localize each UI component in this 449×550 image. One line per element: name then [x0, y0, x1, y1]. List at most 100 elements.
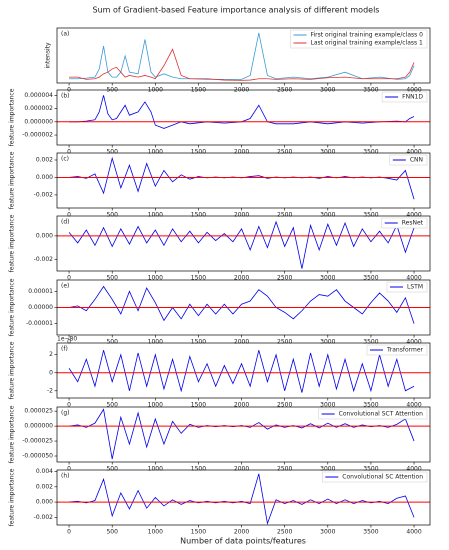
x-tick-label: 500 [106, 149, 118, 156]
x-tick-label: 1500 [191, 212, 206, 219]
panel-label: (g) [61, 410, 70, 417]
x-tick-label: 3500 [363, 149, 378, 156]
axes-frame [56, 215, 431, 272]
x-tick-label: 2500 [277, 339, 292, 346]
plot-area [69, 32, 415, 81]
x-tick-label: 1500 [191, 402, 206, 409]
y-tick-label: 0.000 [36, 232, 53, 239]
figure-title: Sum of Gradient-based Feature importance… [93, 6, 380, 15]
plot-area [57, 220, 430, 269]
y-axis-label: feature importance [9, 341, 16, 399]
y-tick-label: -0.002 [34, 514, 54, 521]
y-tick-label: 0.00001 [28, 288, 53, 295]
y-tick-label: -0.002 [34, 191, 54, 198]
y-axis-label: feature importance [9, 151, 16, 209]
x-tick-label: 1000 [148, 529, 163, 536]
plot-area [57, 408, 430, 460]
x-tick-label: 0 [67, 212, 71, 219]
legend-label: Convolutional SC Attention [342, 474, 423, 481]
data-line [68, 220, 415, 269]
legend-box [389, 154, 428, 166]
x-tick-label: 3500 [363, 402, 378, 409]
y-tick-label: 0.000000 [24, 423, 53, 430]
y-axis-label: feature importance [9, 405, 16, 463]
legend-box [381, 217, 428, 229]
x-tick-label: 2000 [234, 402, 249, 409]
x-tick-label: 2500 [277, 275, 292, 282]
plot-area [57, 350, 430, 393]
legend-box [322, 471, 428, 483]
data-line [69, 48, 415, 81]
y-tick-label: 0.000025 [24, 408, 53, 415]
x-tick-label: 4000 [406, 466, 421, 473]
x-tick-label: 4000 [406, 402, 421, 409]
x-tick-label: 4000 [406, 529, 421, 536]
x-tick-label: 3000 [320, 149, 335, 156]
x-tick-label: 1000 [148, 466, 163, 473]
y-axis-label: feature importance [9, 278, 16, 336]
legend: FNN1D [381, 91, 428, 103]
x-tick-label: 2500 [277, 402, 292, 409]
axes-frame [56, 342, 431, 399]
legend: LSTM [386, 281, 428, 293]
x-tick-label: 0 [67, 466, 71, 473]
y-axis-label: feature importance [9, 88, 16, 146]
x-tick-label: 3000 [320, 212, 335, 219]
legend: Convolutional SC Attention [322, 471, 428, 483]
legend-label: FNN1D [402, 94, 423, 101]
legend-label: CNN [410, 157, 423, 164]
legend-label: First original training example/class 0 [311, 32, 424, 39]
x-tick-label: 4000 [406, 339, 421, 346]
y-axis-label: feature importance [9, 468, 16, 526]
x-tick-label: 2000 [234, 275, 249, 282]
x-tick-label: 2500 [277, 466, 292, 473]
x-tick-label: 1000 [148, 149, 163, 156]
y-tick-label: 0.002 [36, 483, 53, 490]
x-tick-label: 3000 [320, 339, 335, 346]
x-tick-label: 3500 [363, 466, 378, 473]
legend: Convolutional SCT Attention [318, 408, 428, 420]
panel-label: (f) [61, 346, 68, 353]
x-tick-label: 500 [106, 466, 118, 473]
legend: First original training example/class 0L… [290, 29, 428, 49]
y-tick-label: 0.000002 [24, 105, 53, 112]
y-tick-label: -0.00001 [26, 320, 53, 327]
x-tick-label: 0 [67, 529, 71, 536]
y-tick-label: 0 [49, 369, 53, 376]
x-tick-label: 4000 [406, 149, 421, 156]
legend-label: LSTM [407, 284, 423, 291]
panel-label: (c) [61, 156, 69, 163]
panel-label: (e) [61, 283, 69, 290]
axes-frame [56, 279, 431, 336]
y-tick-label: 0.000004 [24, 92, 53, 99]
x-tick-label: 500 [106, 402, 118, 409]
x-tick-label: 3500 [363, 339, 378, 346]
x-tick-label: 0 [67, 402, 71, 409]
panel-label: (a) [61, 31, 69, 38]
x-tick-label: 2500 [277, 212, 292, 219]
y-tick-label: -0.000025 [22, 438, 53, 445]
legend-label: ResNet [402, 220, 424, 227]
x-tick-label: 1500 [191, 275, 206, 282]
panel-label: (d) [61, 219, 70, 226]
y-tick-label: 0.000 [36, 499, 53, 506]
legend-box [318, 408, 428, 420]
x-tick-label: 1500 [191, 466, 206, 473]
y-tick-label: -0.000050 [22, 453, 53, 460]
x-axis-label: Number of data points/features [180, 537, 306, 546]
y-tick-label: 0.000000 [24, 118, 53, 125]
x-tick-label: 2500 [277, 529, 292, 536]
x-tick-label: 3000 [320, 275, 335, 282]
x-tick-label: 500 [106, 275, 118, 282]
axes-frame [56, 89, 431, 146]
x-tick-label: 2000 [234, 212, 249, 219]
x-tick-label: 3500 [363, 212, 378, 219]
x-tick-label: 2000 [234, 529, 249, 536]
x-tick-label: 1000 [148, 212, 163, 219]
x-tick-label: 1000 [148, 339, 163, 346]
x-tick-label: 1500 [191, 339, 206, 346]
legend-label: Convolutional SCT Attention [339, 411, 424, 418]
x-tick-label: 2000 [234, 339, 249, 346]
